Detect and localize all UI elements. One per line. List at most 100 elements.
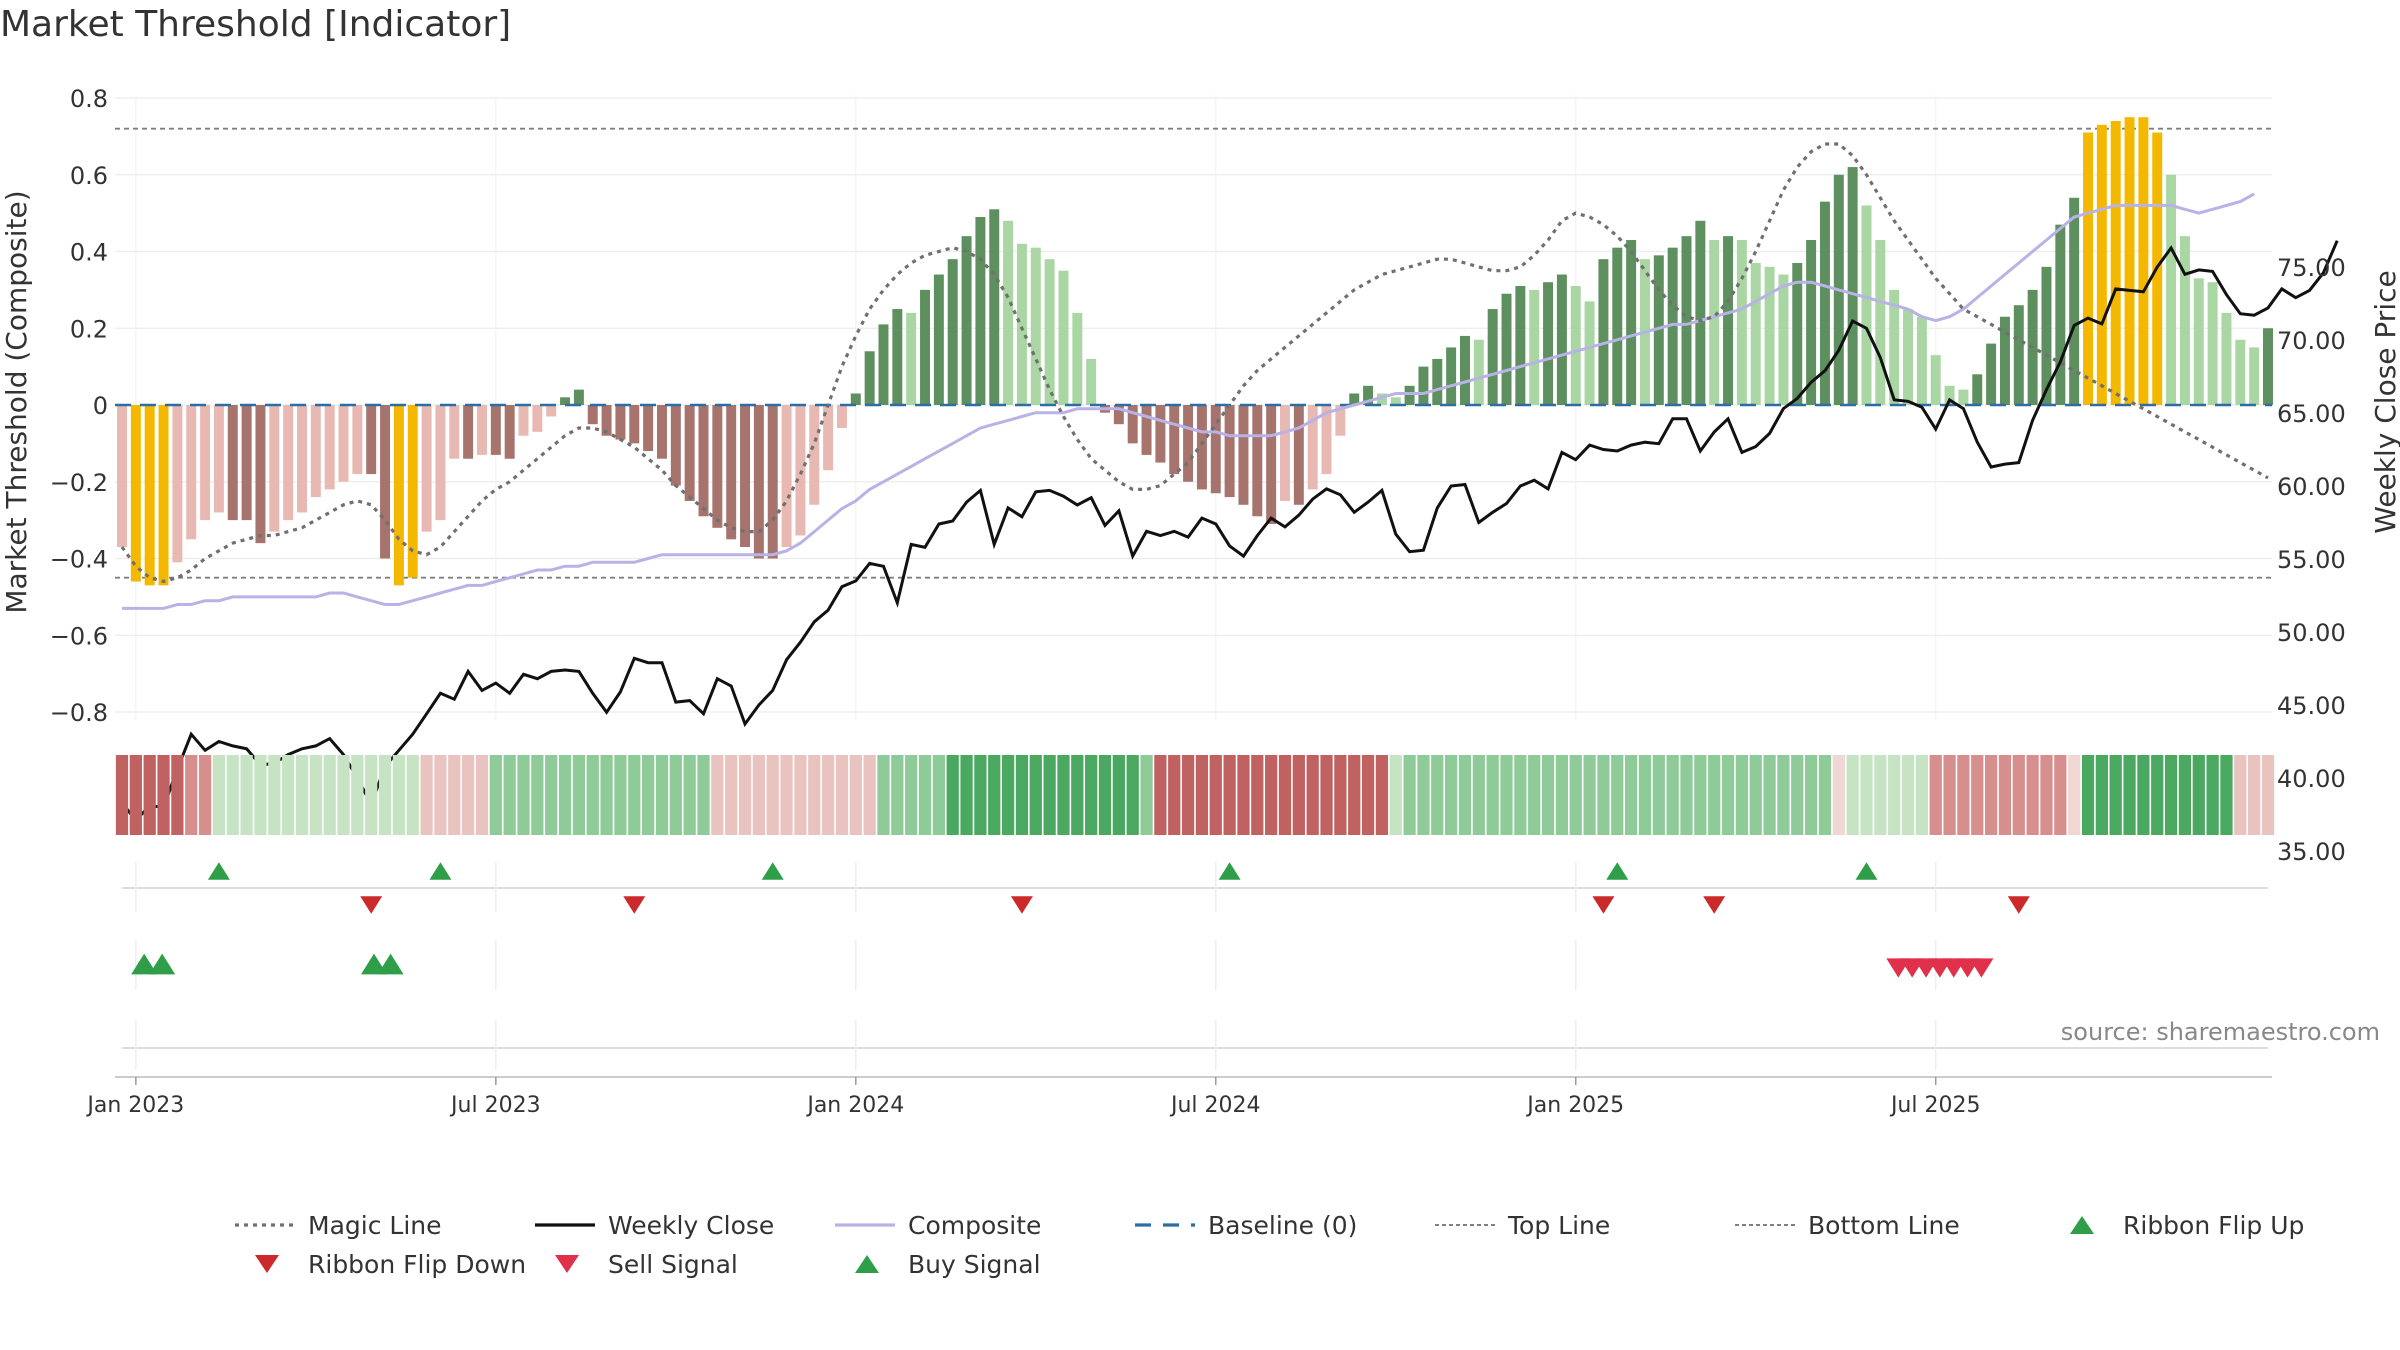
ribbon-cell xyxy=(2081,755,2095,835)
threshold-bar xyxy=(449,405,460,459)
ribbon-flip-up-marker xyxy=(761,862,784,880)
ribbon-cell xyxy=(1001,755,1015,835)
ribbon-cell xyxy=(1528,755,1541,835)
sell-signal-marker xyxy=(1969,958,1994,978)
threshold-bar xyxy=(740,405,751,547)
ribbon-cell xyxy=(1071,755,1084,835)
threshold-bar xyxy=(213,405,224,513)
buy-signal-marker xyxy=(131,953,158,975)
ribbon-cell xyxy=(1832,755,1845,835)
threshold-bar xyxy=(726,405,737,540)
buy-signal-marker xyxy=(360,953,387,975)
ribbon-cell xyxy=(1361,755,1375,835)
threshold-bar xyxy=(1432,358,1443,405)
threshold-bar xyxy=(920,289,931,405)
y-axis-label-left: Market Threshold (Composite) xyxy=(0,190,33,613)
threshold-bar xyxy=(1653,255,1664,405)
ribbon-cell xyxy=(960,755,973,835)
y-tick-right: 65.00 xyxy=(2277,400,2346,428)
threshold-bar xyxy=(1598,259,1609,405)
ribbon-cell xyxy=(2054,755,2067,835)
threshold-bar xyxy=(2235,339,2246,405)
threshold-bar xyxy=(1252,405,1263,517)
ribbon-flip-down-marker xyxy=(360,896,383,914)
ribbon-cell xyxy=(531,755,544,835)
ribbon-cell xyxy=(1085,755,1098,835)
ribbon-cell xyxy=(129,755,142,835)
threshold-bar xyxy=(1113,405,1124,425)
ribbon-cell xyxy=(1265,755,1278,835)
y-tick-left: 0.2 xyxy=(70,315,108,343)
threshold-bar xyxy=(144,405,155,586)
threshold-bar xyxy=(172,405,183,563)
ribbon-cell xyxy=(1403,755,1416,835)
ribbon-cell xyxy=(503,755,516,835)
signal-panels xyxy=(115,862,2272,1078)
threshold-bar xyxy=(1418,366,1429,405)
threshold-bar xyxy=(1626,239,1637,405)
ribbon-cell xyxy=(1458,755,1472,835)
ribbon-cell xyxy=(988,755,1001,835)
threshold-bar xyxy=(518,405,529,436)
legend-item: Composite xyxy=(835,1211,1041,1240)
threshold-bar xyxy=(2041,266,2052,405)
threshold-bar xyxy=(781,405,792,547)
x-tick-label: Jul 2023 xyxy=(449,1093,541,1118)
legend-item: Weekly Close xyxy=(535,1211,774,1240)
ribbon-cell xyxy=(295,755,309,835)
threshold-bar xyxy=(2013,305,2024,405)
ribbon-cell xyxy=(185,755,198,835)
threshold-bar xyxy=(2207,282,2218,405)
threshold-bar xyxy=(1792,263,1803,405)
ribbon-cell xyxy=(2164,755,2178,835)
threshold-bar xyxy=(1155,405,1166,463)
threshold-bar xyxy=(2249,347,2260,405)
ribbon-cell xyxy=(323,755,336,835)
ribbon-cell xyxy=(669,755,682,835)
threshold-bar xyxy=(283,405,294,521)
legend-label: Ribbon Flip Up xyxy=(2123,1211,2304,1240)
threshold-bar xyxy=(767,405,778,559)
threshold-bar xyxy=(1681,236,1692,405)
threshold-bar xyxy=(587,405,598,425)
ribbon-cell xyxy=(115,755,129,835)
threshold-bar xyxy=(1529,289,1540,405)
ribbon-cell xyxy=(586,755,599,835)
threshold-bar xyxy=(1127,405,1138,444)
ribbon-cell xyxy=(572,755,586,835)
x-axis: Jan 2023 Jul 2023 Jan 2024 Jul 2024 Jan 2025… xyxy=(85,1077,1980,1118)
ribbon-cell xyxy=(2095,755,2108,835)
threshold-bar xyxy=(1570,286,1581,405)
ribbon-cell xyxy=(946,755,959,835)
threshold-bar xyxy=(1584,301,1595,405)
threshold-bar xyxy=(1141,405,1152,455)
buy-signal-marker xyxy=(377,953,404,975)
ribbon-cell xyxy=(1043,755,1056,835)
threshold-bar xyxy=(836,405,847,429)
ribbon-cell xyxy=(655,755,669,835)
ribbon-cell xyxy=(2248,755,2261,835)
ribbon-cell xyxy=(337,755,350,835)
threshold-bar xyxy=(1196,405,1207,490)
source-note: source: sharemaestro.com xyxy=(2061,1018,2380,1046)
ribbon-cell xyxy=(1126,755,1139,835)
threshold-bar xyxy=(1861,205,1872,405)
ribbon-cell xyxy=(1486,755,1499,835)
threshold-bar xyxy=(1972,374,1983,405)
threshold-bar xyxy=(435,405,446,521)
threshold-bar xyxy=(158,405,169,586)
y-axis-label-right: Weekly Close Price xyxy=(2369,270,2400,533)
y-tick-right: 75.00 xyxy=(2277,254,2346,282)
threshold-bar xyxy=(1404,385,1415,405)
threshold-bar xyxy=(1944,385,1955,405)
threshold-bar xyxy=(809,405,820,505)
legend-item: Sell Signal xyxy=(555,1250,738,1279)
legend-item: Bottom Line xyxy=(1735,1211,1960,1240)
ribbon-cell xyxy=(738,755,752,835)
threshold-bar xyxy=(1183,405,1194,482)
ribbon-cell xyxy=(1514,755,1527,835)
threshold-bar xyxy=(2055,224,2066,405)
threshold-bar xyxy=(1709,239,1720,405)
threshold-bar xyxy=(601,405,612,436)
ribbon-cell xyxy=(2026,755,2039,835)
